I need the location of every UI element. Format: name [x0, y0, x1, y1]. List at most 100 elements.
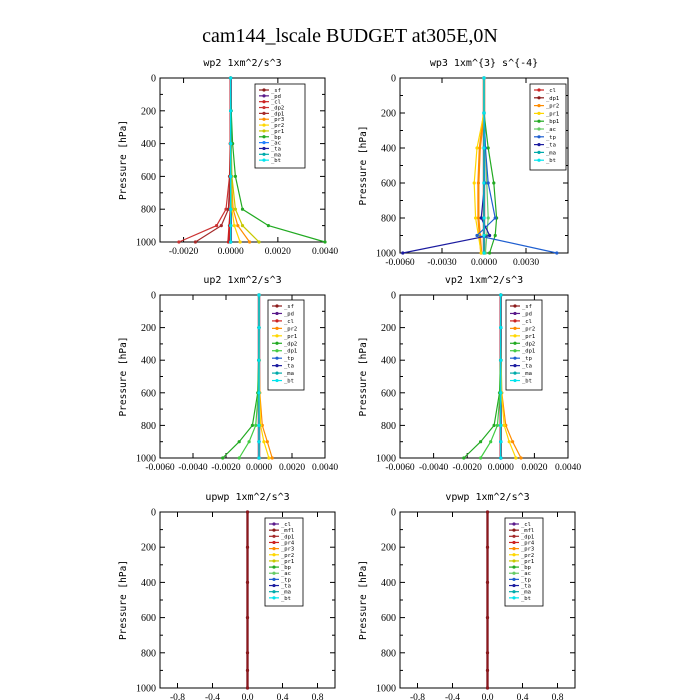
- series-point: [229, 142, 233, 146]
- legend-marker: [537, 119, 541, 123]
- series-point: [489, 440, 493, 444]
- series-point: [250, 423, 254, 427]
- legend-marker: [272, 590, 276, 594]
- series-point: [224, 207, 228, 211]
- panel-title: upwp 1xm^2/s^3: [205, 492, 289, 503]
- y-tick-label: 400: [141, 578, 156, 589]
- legend-label: _dp2: [522, 341, 535, 347]
- legend-marker: [537, 135, 541, 139]
- series-dp1: [193, 76, 233, 244]
- series-point: [479, 216, 483, 220]
- legend-marker: [272, 559, 276, 563]
- series-point: [266, 224, 270, 228]
- legend-label: _pr3: [521, 547, 534, 553]
- series-point: [475, 146, 479, 150]
- legend-label: _dp1: [284, 349, 297, 355]
- legend-marker: [512, 522, 516, 526]
- legend-marker: [272, 528, 276, 532]
- panel-6: vpwp 1xm^2/s^3 Pressure [hPa] 0 200 400 600 80…: [358, 492, 576, 700]
- series-point: [499, 293, 503, 297]
- legend-label: _mfl: [521, 528, 534, 534]
- series-point: [488, 251, 492, 255]
- series-pr3: [229, 76, 252, 244]
- panels-group: wp2 1xm^2/s^3 Pressure [hPa] 0 200 400 600 800…: [118, 58, 581, 700]
- legend-label: _bt: [281, 596, 291, 602]
- series-point: [257, 391, 261, 395]
- legend-marker: [262, 94, 266, 98]
- series-point: [499, 456, 503, 460]
- legend-marker: [275, 378, 279, 383]
- panel-3: up2 1xm^2/s^3 Pressure [hPa] 0 200 400 600 800…: [118, 275, 338, 473]
- series-dp1: [237, 293, 261, 460]
- series-point: [240, 207, 245, 211]
- series-dp2: [462, 293, 503, 460]
- legend-marker: [275, 341, 279, 345]
- series-bt: [229, 76, 233, 244]
- series-point: [323, 240, 327, 244]
- legend-label: _ma: [522, 371, 532, 377]
- legend-marker: [262, 129, 266, 133]
- legend-label: _ma: [521, 590, 531, 596]
- x-tick-label: -0.0060: [385, 258, 415, 268]
- series-line: [222, 295, 260, 459]
- legend-marker: [512, 590, 516, 594]
- x-tick-label: 0.0040: [312, 463, 338, 473]
- series-point: [476, 181, 480, 185]
- series-point: [232, 224, 236, 228]
- series-point: [236, 224, 240, 228]
- legend-marker: [262, 88, 266, 92]
- series-point: [229, 76, 233, 80]
- legend-label: _pr4: [521, 540, 535, 546]
- x-tick-label: -0.0020: [453, 463, 483, 473]
- series-line: [258, 295, 270, 459]
- legend-marker: [275, 371, 279, 375]
- legend-marker: [512, 547, 516, 551]
- series-point: [488, 233, 492, 238]
- legend-marker: [262, 135, 266, 139]
- y-tick-label: 1000: [136, 238, 156, 249]
- series-point: [485, 580, 490, 585]
- y-tick-label: 800: [381, 648, 396, 659]
- series-point: [476, 216, 480, 220]
- series-point: [492, 423, 496, 427]
- series-point: [221, 456, 225, 460]
- x-tick-label: 0.0030: [513, 258, 539, 268]
- y-tick-label: 0: [151, 74, 156, 85]
- legend-label: _cl: [521, 522, 531, 528]
- legend-marker: [513, 349, 517, 353]
- series-point: [479, 440, 483, 444]
- legend-label: _pr2: [521, 553, 534, 559]
- series-point: [245, 510, 250, 514]
- series-point: [499, 440, 503, 444]
- legend-label: _bp1: [546, 119, 559, 125]
- legend-label: _pd: [522, 311, 532, 317]
- series-point: [507, 440, 511, 444]
- y-axis-label: Pressure [hPa]: [358, 560, 369, 640]
- legend-marker: [272, 571, 276, 575]
- legend-marker: [262, 105, 266, 110]
- legend-label: _pr4: [281, 540, 295, 546]
- legend-marker: [272, 565, 276, 569]
- y-tick-label: 0: [151, 508, 156, 519]
- legend-label: _pr2: [271, 123, 284, 129]
- legend-label: _tp: [546, 135, 556, 141]
- series-bt: [499, 293, 503, 460]
- series-point: [257, 293, 261, 297]
- legend-marker: [272, 534, 276, 538]
- legend-marker: [272, 577, 276, 581]
- legend-marker: [275, 349, 279, 353]
- legend-marker: [512, 583, 516, 588]
- series-point: [485, 651, 490, 655]
- legend-label: _pr2: [281, 553, 294, 559]
- panel-title: wp3 1xm^{3} s^{-4}: [430, 58, 538, 69]
- legend-marker: [512, 565, 516, 569]
- series-point: [499, 326, 503, 330]
- x-tick-label: 0.0: [242, 693, 254, 700]
- series-point: [257, 240, 261, 244]
- legend-label: _sf: [522, 304, 532, 310]
- y-tick-label: 600: [141, 388, 156, 399]
- series-point: [265, 440, 269, 444]
- legend-label: _pr2: [522, 326, 535, 332]
- series-point: [229, 224, 233, 228]
- plot-frame: [399, 294, 569, 459]
